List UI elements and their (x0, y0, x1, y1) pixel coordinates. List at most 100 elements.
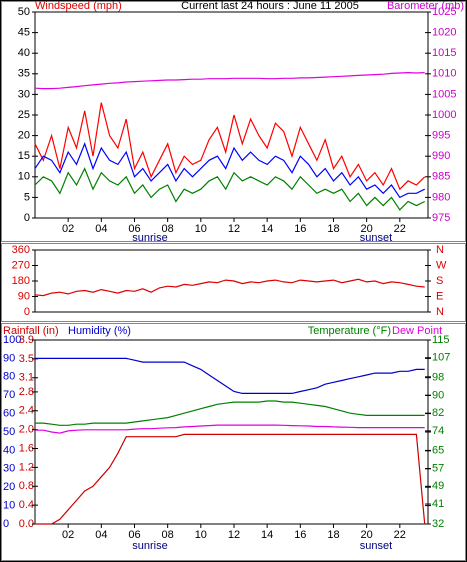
annotation: sunrise (132, 232, 167, 244)
y-tick-label: 1020 (432, 27, 456, 39)
y-tick-label: 82 (432, 407, 444, 419)
y-tick-label: 40 (18, 47, 30, 59)
y-tick-label: 5 (24, 191, 30, 203)
series-line (35, 424, 425, 434)
y-tick-label: 45 (18, 27, 30, 39)
annotation: sunset (360, 232, 392, 244)
y-tick-label: 990 (432, 150, 450, 162)
y-tick-label: 15 (18, 150, 30, 162)
y-tick-label: 30 (18, 88, 30, 100)
y-tick-label: 985 (432, 171, 450, 183)
y-tick-label: 70 (3, 389, 15, 401)
y-tick-label: 90 (18, 290, 30, 302)
x-tick-label: 02 (62, 529, 74, 541)
x-tick-label: 06 (128, 223, 140, 235)
series-line (34, 71, 425, 90)
x-tick-label: 22 (394, 529, 406, 541)
y-tick-label: 107 (432, 352, 450, 364)
y-tick-label: S (436, 275, 443, 287)
y-tick-label: 1.2 (19, 461, 34, 473)
x-tick-label: 14 (261, 223, 273, 235)
y-tick-label: N (436, 244, 444, 256)
y-tick-label: 30 (3, 463, 15, 475)
annotation: sunset (360, 540, 392, 552)
legend-label: Humidity (%) (68, 325, 131, 337)
y-tick-label: 32 (432, 518, 444, 530)
y-tick-label: 980 (432, 191, 450, 203)
y-tick-label: 35 (18, 68, 30, 80)
y-axis-label: Windspeed (mph) (35, 0, 122, 12)
y-tick-label: 0 (24, 212, 30, 224)
x-tick-label: 12 (228, 529, 240, 541)
y-tick-label: 0 (24, 306, 30, 318)
y-tick-label: 2.0 (19, 424, 34, 436)
y-tick-label: 1010 (432, 68, 456, 80)
y-tick-label: 2.4 (19, 405, 34, 417)
y-tick-label: 975 (432, 212, 450, 224)
y-tick-label: E (436, 290, 443, 302)
y-tick-label: 180 (12, 275, 30, 287)
y-tick-label: 1025 (432, 6, 456, 18)
x-tick-label: 18 (327, 223, 339, 235)
y-tick-label: 1005 (432, 88, 456, 100)
y-tick-label: 98 (432, 372, 444, 384)
y-tick-label: 0.4 (19, 499, 34, 511)
x-tick-label: 12 (228, 223, 240, 235)
y-tick-label: 1000 (432, 109, 456, 121)
chart-title: Current last 24 hours : June 11 2005 (181, 0, 359, 12)
x-tick-label: 20 (361, 223, 373, 235)
y-tick-label: 115 (432, 334, 450, 346)
x-tick-label: 08 (162, 223, 174, 235)
legend-label: Temperature (°F) (308, 325, 391, 337)
y-tick-label: 41 (432, 498, 444, 510)
y-tick-label: 25 (18, 109, 30, 121)
y-tick-label: 1015 (432, 47, 456, 59)
y-tick-label: 3.9 (19, 334, 34, 346)
series-line (35, 357, 425, 394)
y-tick-label: 3.5 (19, 353, 34, 365)
y-tick-label: 74 (432, 425, 444, 437)
legend-label: Rainfall (in) (3, 325, 59, 337)
y-tick-label: 0.8 (19, 480, 34, 492)
y-tick-label: 20 (3, 481, 15, 493)
y-tick-label: 10 (18, 171, 30, 183)
x-tick-label: 08 (162, 529, 174, 541)
y-tick-label: 3.1 (19, 372, 34, 384)
y-tick-label: 65 (432, 445, 444, 457)
y-tick-label: 270 (12, 259, 30, 271)
y-tick-label: 0 (3, 518, 9, 530)
panel-box (1, 323, 466, 561)
y-tick-label: 100 (3, 334, 21, 346)
y-tick-label: 10 (3, 500, 15, 512)
series-line (34, 102, 426, 191)
y-tick-label: W (436, 259, 447, 271)
x-tick-label: 10 (195, 223, 207, 235)
y-tick-label: N (436, 306, 444, 318)
y-tick-label: 57 (432, 462, 444, 474)
y-tick-label: 80 (3, 371, 15, 383)
panel-box (1, 243, 466, 322)
y-tick-label: 60 (3, 408, 15, 420)
y-tick-label: 360 (12, 244, 30, 256)
x-tick-label: 10 (195, 529, 207, 541)
x-tick-label: 16 (294, 223, 306, 235)
series-line (34, 278, 425, 297)
x-tick-label: 14 (261, 529, 273, 541)
series-line (34, 167, 425, 211)
x-tick-label: 02 (62, 223, 74, 235)
y-tick-label: 49 (432, 480, 444, 492)
y2-axis-label: Barometer (mb) (387, 0, 464, 12)
y-tick-label: 1.6 (19, 442, 34, 454)
x-tick-label: 18 (327, 529, 339, 541)
x-tick-label: 22 (394, 223, 406, 235)
y-tick-label: 90 (3, 352, 15, 364)
legend-label: Dew Point (392, 325, 442, 337)
x-tick-label: 20 (361, 529, 373, 541)
y-tick-label: 40 (3, 444, 15, 456)
y-tick-label: 995 (432, 130, 450, 142)
y-tick-label: 50 (3, 426, 15, 438)
x-tick-label: 06 (128, 529, 140, 541)
panel-box (1, 1, 466, 242)
series-line (35, 433, 426, 525)
